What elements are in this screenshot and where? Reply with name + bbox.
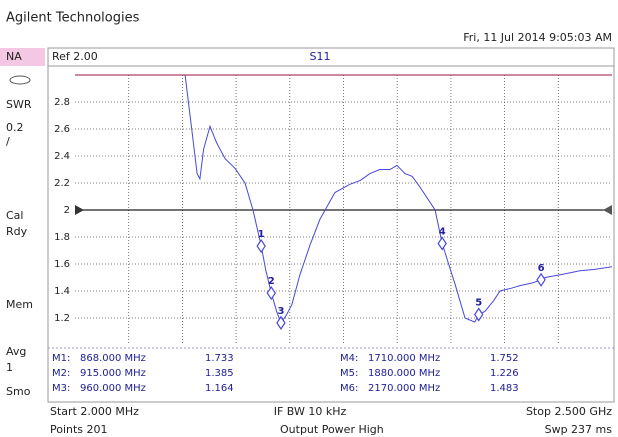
footer-start: Start 2.000 MHz	[50, 405, 139, 418]
footer-points: Points 201	[50, 423, 108, 436]
marker-label: 5	[475, 297, 482, 308]
sidebar-item: Rdy	[6, 225, 28, 238]
sidebar-item: Avg	[6, 345, 26, 358]
footer-stop: Stop 2.500 GHz	[526, 405, 612, 418]
sidebar-item: NA	[6, 50, 22, 63]
marker-label: 4	[439, 226, 446, 237]
y-tick-label: 2	[64, 205, 70, 216]
sidebar-item: Smo	[6, 385, 31, 398]
y-tick-label: 2.4	[54, 151, 70, 162]
marker	[276, 315, 286, 330]
sidebar-item: /	[6, 135, 10, 148]
marker	[473, 307, 484, 322]
y-tick-label: 2.8	[54, 97, 70, 108]
marker-label: 6	[538, 263, 545, 274]
y-tick-label: 2.2	[54, 178, 70, 189]
marker-name: M6:	[340, 383, 358, 394]
plot-frame	[47, 65, 615, 403]
y-tick-label: 1.2	[54, 313, 70, 324]
marker-freq: 2170.000 MHz	[368, 383, 440, 394]
marker-value: 1.733	[205, 353, 234, 364]
marker	[437, 236, 447, 251]
icon	[9, 75, 31, 85]
sidebar-item: SWR	[6, 98, 32, 111]
trace	[184, 75, 612, 324]
plot	[184, 75, 612, 324]
marker-name: M4:	[340, 353, 358, 364]
datetime: Fri, 11 Jul 2014 9:05:03 AM	[463, 31, 612, 44]
marker-freq: 868.000 MHz	[80, 353, 146, 364]
marker-freq: 1880.000 MHz	[368, 368, 440, 379]
y-tick-label: 1.4	[54, 286, 70, 297]
marker	[256, 238, 266, 254]
marker	[536, 272, 546, 287]
marker-freq: 915.000 MHz	[80, 368, 146, 379]
marker	[266, 285, 276, 301]
marker-label: 1	[258, 229, 265, 240]
ref-arrow	[603, 205, 612, 215]
chart-title: S11	[310, 50, 331, 63]
mode-bg	[0, 48, 45, 66]
marker-label: 2	[268, 276, 275, 287]
footer-power: Output Power High	[280, 423, 384, 436]
marker-name: M3:	[52, 383, 70, 394]
marker-value: 1.385	[205, 368, 234, 379]
brand: Agilent Technologies	[6, 11, 140, 26]
ref-label: Ref 2.00	[52, 50, 98, 63]
marker-freq: 960.000 MHz	[80, 383, 146, 394]
y-tick-label: 2.6	[54, 124, 70, 135]
y-tick-label: 1.8	[54, 232, 70, 243]
marker-value: 1.164	[205, 383, 234, 394]
marker-name: M2:	[52, 368, 70, 379]
marker-value: 1.752	[490, 353, 519, 364]
sidebar-item: 0.2	[6, 121, 24, 134]
marker-name: M1:	[52, 353, 70, 364]
sidebar-item: 1	[6, 361, 13, 374]
sidebar-item: Cal	[6, 209, 23, 222]
footer-sweep: Swp 237 ms	[545, 423, 613, 436]
sidebar-item: Mem	[6, 298, 33, 311]
ref-arrow	[75, 205, 84, 215]
marker-value: 1.226	[490, 368, 519, 379]
y-tick-label: 1.6	[54, 259, 70, 270]
marker-value: 1.483	[490, 383, 519, 394]
footer-ifbw: IF BW 10 kHz	[274, 405, 347, 418]
marker-name: M5:	[340, 368, 358, 379]
marker-label: 3	[277, 306, 284, 317]
title-bar	[47, 47, 615, 67]
marker-freq: 1710.000 MHz	[368, 353, 440, 364]
